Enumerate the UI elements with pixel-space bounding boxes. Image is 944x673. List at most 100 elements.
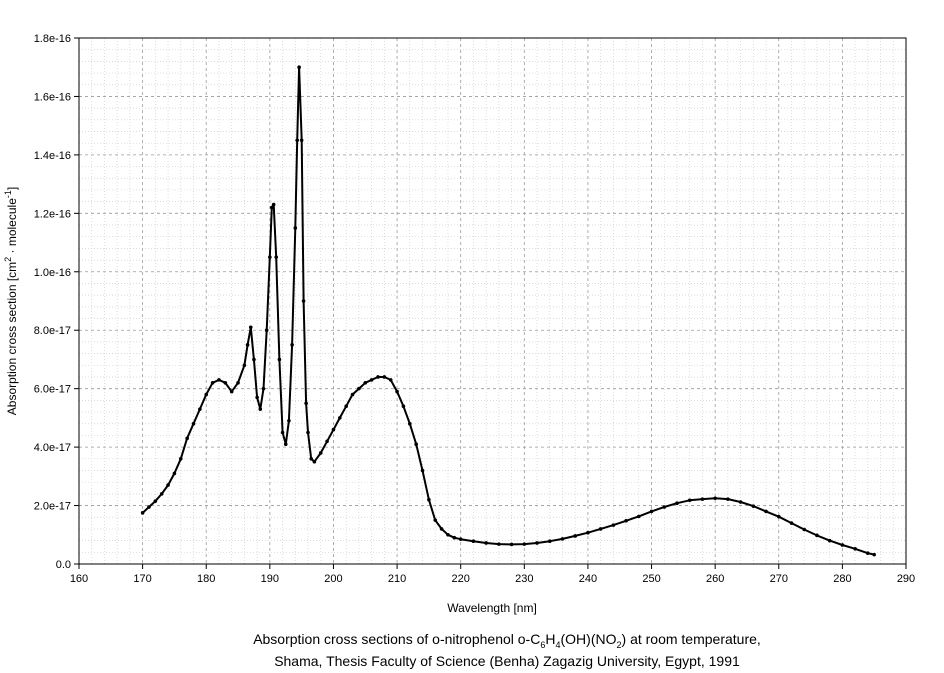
data-point	[675, 501, 679, 506]
data-point	[258, 407, 263, 411]
data-point	[414, 442, 418, 446]
data-point	[726, 497, 730, 501]
data-point	[140, 511, 145, 515]
y-axis-title: Absorption cross section [cm2 · molecule…	[3, 187, 19, 415]
y-axis-title-sup1: 2	[3, 257, 13, 262]
plot-background	[79, 38, 906, 564]
x-tick-label: 170	[133, 573, 151, 585]
data-point	[802, 527, 807, 532]
data-point	[509, 542, 514, 547]
data-point	[853, 547, 857, 551]
data-point	[586, 530, 590, 535]
data-point	[261, 386, 266, 391]
data-point	[866, 551, 870, 555]
data-point	[827, 538, 832, 543]
data-point	[242, 363, 247, 368]
data-point	[439, 527, 444, 531]
data-point	[547, 539, 552, 544]
x-tick-label: 210	[388, 573, 406, 585]
data-point	[497, 542, 501, 546]
y-tick-label: 1.2e-16	[34, 208, 71, 220]
data-point	[252, 357, 256, 362]
x-tick-label: 290	[897, 573, 915, 585]
data-point	[700, 497, 705, 501]
data-point	[295, 138, 300, 143]
data-point	[363, 381, 368, 385]
data-point	[159, 492, 164, 496]
y-tick-label: 1.8e-16	[34, 33, 71, 45]
data-point	[229, 389, 234, 394]
data-point	[560, 537, 565, 541]
data-point	[147, 505, 151, 509]
x-tick-label: 240	[579, 573, 597, 585]
data-point	[178, 457, 183, 461]
data-point	[776, 514, 781, 519]
data-point	[210, 381, 215, 385]
data-point	[751, 504, 756, 508]
data-point	[166, 483, 170, 487]
data-point	[338, 416, 342, 420]
y-tick-label: 8.0e-17	[34, 325, 71, 337]
data-point	[382, 375, 387, 379]
data-point	[264, 328, 269, 333]
data-point	[376, 375, 380, 379]
data-point	[204, 392, 209, 397]
data-point	[446, 532, 450, 537]
data-point	[357, 386, 361, 391]
data-point	[306, 430, 310, 435]
data-point	[299, 138, 304, 143]
data-point	[458, 537, 463, 541]
data-point	[815, 533, 819, 538]
data-point	[325, 439, 329, 444]
data-point	[268, 255, 272, 259]
caption-1d: ) at room temperature,	[622, 631, 761, 647]
y-tick-label: 6.0e-17	[34, 384, 71, 396]
data-point	[217, 378, 221, 382]
data-point	[236, 381, 240, 385]
data-point	[191, 421, 196, 426]
data-point	[369, 378, 374, 382]
data-point	[248, 325, 253, 330]
data-point	[471, 539, 476, 544]
x-tick-label: 220	[452, 573, 470, 585]
y-tick-label: 0.0	[56, 559, 71, 571]
data-point	[297, 65, 301, 70]
caption-1c: (OH)(NO	[561, 631, 617, 647]
series-layer	[140, 65, 876, 557]
data-point	[713, 496, 717, 501]
data-point	[649, 509, 654, 514]
x-tick-label: 190	[261, 573, 279, 585]
data-point	[198, 407, 202, 411]
data-point	[274, 255, 279, 259]
data-point	[245, 343, 250, 347]
data-point	[789, 521, 794, 525]
y-tick-label: 1.0e-16	[34, 267, 71, 279]
y-axis-title-sup2: -1	[3, 190, 13, 198]
caption-1a: Absorption cross sections of o-nitrophen…	[253, 631, 540, 647]
x-tick-label: 270	[770, 573, 788, 585]
data-point	[408, 421, 412, 426]
data-point	[350, 392, 355, 397]
data-point	[344, 404, 348, 409]
data-point	[840, 543, 845, 547]
caption-line-2: Shama, Thesis Faculty of Science (Benha)…	[274, 653, 740, 669]
plot-frame	[78, 37, 907, 565]
data-point	[401, 404, 406, 409]
caption-1-sub1: 6	[540, 640, 545, 650]
x-tick-label: 260	[706, 573, 724, 585]
y-tick-label: 4.0e-17	[34, 442, 71, 454]
x-tick-label: 160	[70, 573, 88, 585]
x-tick-label: 230	[515, 573, 533, 585]
data-point	[598, 527, 603, 531]
data-point	[433, 518, 438, 522]
data-point	[662, 505, 667, 509]
data-point	[185, 436, 189, 441]
data-point	[287, 419, 291, 423]
caption-1-sub3: 2	[617, 640, 622, 650]
y-axis-title-post: ]	[5, 187, 19, 190]
data-point	[611, 523, 616, 527]
caption-line-1: Absorption cross sections of o-nitrophen…	[253, 631, 761, 650]
y-tick-label: 1.6e-16	[34, 91, 71, 103]
